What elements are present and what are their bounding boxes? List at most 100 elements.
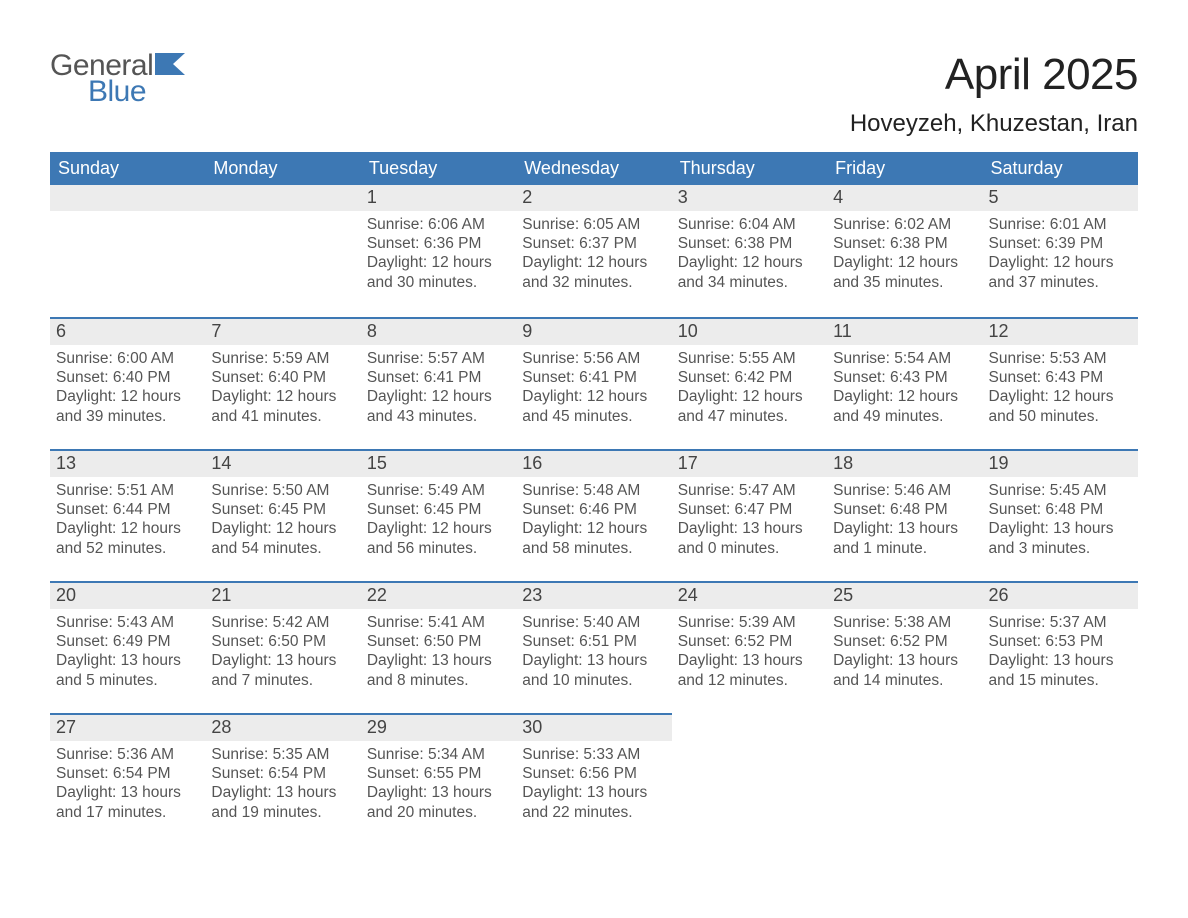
calendar-cell: 22Sunrise: 5:41 AMSunset: 6:50 PMDayligh… [361, 581, 516, 713]
sunrise-line: Sunrise: 5:55 AM [678, 349, 821, 368]
day-details: Sunrise: 5:36 AMSunset: 6:54 PMDaylight:… [50, 741, 205, 829]
day-details: Sunrise: 5:40 AMSunset: 6:51 PMDaylight:… [516, 609, 671, 697]
day-number: 12 [983, 317, 1138, 345]
calendar-body: 1Sunrise: 6:06 AMSunset: 6:36 PMDaylight… [50, 185, 1138, 845]
daylight-line: Daylight: 12 hours and 54 minutes. [211, 519, 354, 558]
daylight-line: Daylight: 12 hours and 52 minutes. [56, 519, 199, 558]
sunrise-line: Sunrise: 5:59 AM [211, 349, 354, 368]
sunrise-line: Sunrise: 5:34 AM [367, 745, 510, 764]
day-number: 25 [827, 581, 982, 609]
day-number: 3 [672, 185, 827, 211]
page-title: April 2025 [850, 50, 1138, 100]
calendar-table: SundayMondayTuesdayWednesdayThursdayFrid… [50, 152, 1138, 845]
sunrise-line: Sunrise: 5:35 AM [211, 745, 354, 764]
calendar-cell: 14Sunrise: 5:50 AMSunset: 6:45 PMDayligh… [205, 449, 360, 581]
day-details: Sunrise: 5:59 AMSunset: 6:40 PMDaylight:… [205, 345, 360, 433]
sunrise-line: Sunrise: 6:00 AM [56, 349, 199, 368]
day-number: 24 [672, 581, 827, 609]
daylight-line: Daylight: 13 hours and 8 minutes. [367, 651, 510, 690]
sunrise-line: Sunrise: 5:45 AM [989, 481, 1132, 500]
day-details: Sunrise: 5:46 AMSunset: 6:48 PMDaylight:… [827, 477, 982, 565]
sunset-line: Sunset: 6:55 PM [367, 764, 510, 783]
sunset-line: Sunset: 6:39 PM [989, 234, 1132, 253]
sunrise-line: Sunrise: 5:56 AM [522, 349, 665, 368]
calendar-cell [672, 713, 827, 845]
day-number: 20 [50, 581, 205, 609]
sunrise-line: Sunrise: 5:37 AM [989, 613, 1132, 632]
calendar-header-row: SundayMondayTuesdayWednesdayThursdayFrid… [50, 152, 1138, 185]
sunset-line: Sunset: 6:51 PM [522, 632, 665, 651]
calendar-cell: 7Sunrise: 5:59 AMSunset: 6:40 PMDaylight… [205, 317, 360, 449]
day-details: Sunrise: 5:41 AMSunset: 6:50 PMDaylight:… [361, 609, 516, 697]
daylight-line: Daylight: 12 hours and 58 minutes. [522, 519, 665, 558]
day-details: Sunrise: 5:37 AMSunset: 6:53 PMDaylight:… [983, 609, 1138, 697]
daylight-line: Daylight: 12 hours and 49 minutes. [833, 387, 976, 426]
day-details: Sunrise: 5:35 AMSunset: 6:54 PMDaylight:… [205, 741, 360, 829]
day-details [827, 739, 982, 749]
sunset-line: Sunset: 6:43 PM [989, 368, 1132, 387]
weekday-header: Sunday [50, 152, 205, 185]
calendar-cell: 16Sunrise: 5:48 AMSunset: 6:46 PMDayligh… [516, 449, 671, 581]
day-details: Sunrise: 5:55 AMSunset: 6:42 PMDaylight:… [672, 345, 827, 433]
sunset-line: Sunset: 6:45 PM [367, 500, 510, 519]
calendar-cell: 18Sunrise: 5:46 AMSunset: 6:48 PMDayligh… [827, 449, 982, 581]
logo-text: General Blue [50, 50, 185, 107]
calendar-cell: 28Sunrise: 5:35 AMSunset: 6:54 PMDayligh… [205, 713, 360, 845]
day-number: 5 [983, 185, 1138, 211]
day-details: Sunrise: 5:54 AMSunset: 6:43 PMDaylight:… [827, 345, 982, 433]
day-details [205, 211, 360, 221]
sunset-line: Sunset: 6:45 PM [211, 500, 354, 519]
day-number: 10 [672, 317, 827, 345]
sunrise-line: Sunrise: 5:42 AM [211, 613, 354, 632]
day-number: 11 [827, 317, 982, 345]
calendar-cell: 17Sunrise: 5:47 AMSunset: 6:47 PMDayligh… [672, 449, 827, 581]
sunset-line: Sunset: 6:56 PM [522, 764, 665, 783]
day-details: Sunrise: 6:06 AMSunset: 6:36 PMDaylight:… [361, 211, 516, 299]
calendar-cell: 4Sunrise: 6:02 AMSunset: 6:38 PMDaylight… [827, 185, 982, 317]
sunset-line: Sunset: 6:41 PM [367, 368, 510, 387]
calendar-cell: 27Sunrise: 5:36 AMSunset: 6:54 PMDayligh… [50, 713, 205, 845]
day-details: Sunrise: 5:51 AMSunset: 6:44 PMDaylight:… [50, 477, 205, 565]
sunrise-line: Sunrise: 6:04 AM [678, 215, 821, 234]
sunset-line: Sunset: 6:50 PM [211, 632, 354, 651]
daylight-line: Daylight: 13 hours and 10 minutes. [522, 651, 665, 690]
day-details: Sunrise: 5:45 AMSunset: 6:48 PMDaylight:… [983, 477, 1138, 565]
calendar-cell: 5Sunrise: 6:01 AMSunset: 6:39 PMDaylight… [983, 185, 1138, 317]
sunset-line: Sunset: 6:36 PM [367, 234, 510, 253]
day-details: Sunrise: 5:48 AMSunset: 6:46 PMDaylight:… [516, 477, 671, 565]
day-number: 16 [516, 449, 671, 477]
day-details: Sunrise: 5:57 AMSunset: 6:41 PMDaylight:… [361, 345, 516, 433]
header-region: General Blue April 2025 Hoveyzeh, Khuzes… [50, 50, 1138, 138]
daylight-line: Daylight: 13 hours and 14 minutes. [833, 651, 976, 690]
sunset-line: Sunset: 6:52 PM [833, 632, 976, 651]
calendar-cell: 30Sunrise: 5:33 AMSunset: 6:56 PMDayligh… [516, 713, 671, 845]
day-number [672, 713, 827, 739]
weekday-header: Monday [205, 152, 360, 185]
day-number: 30 [516, 713, 671, 741]
calendar-cell: 29Sunrise: 5:34 AMSunset: 6:55 PMDayligh… [361, 713, 516, 845]
location-subtitle: Hoveyzeh, Khuzestan, Iran [850, 110, 1138, 138]
sunrise-line: Sunrise: 5:57 AM [367, 349, 510, 368]
calendar-cell [50, 185, 205, 317]
daylight-line: Daylight: 12 hours and 35 minutes. [833, 253, 976, 292]
day-details [50, 211, 205, 221]
logo: General Blue [50, 50, 185, 107]
daylight-line: Daylight: 13 hours and 0 minutes. [678, 519, 821, 558]
day-number: 6 [50, 317, 205, 345]
sunrise-line: Sunrise: 5:46 AM [833, 481, 976, 500]
daylight-line: Daylight: 13 hours and 12 minutes. [678, 651, 821, 690]
sunrise-line: Sunrise: 5:40 AM [522, 613, 665, 632]
day-details: Sunrise: 5:43 AMSunset: 6:49 PMDaylight:… [50, 609, 205, 697]
sunset-line: Sunset: 6:38 PM [833, 234, 976, 253]
weekday-header: Wednesday [516, 152, 671, 185]
sunset-line: Sunset: 6:41 PM [522, 368, 665, 387]
calendar-cell: 1Sunrise: 6:06 AMSunset: 6:36 PMDaylight… [361, 185, 516, 317]
day-number: 21 [205, 581, 360, 609]
calendar-cell: 19Sunrise: 5:45 AMSunset: 6:48 PMDayligh… [983, 449, 1138, 581]
day-number: 1 [361, 185, 516, 211]
calendar-cell: 25Sunrise: 5:38 AMSunset: 6:52 PMDayligh… [827, 581, 982, 713]
daylight-line: Daylight: 12 hours and 37 minutes. [989, 253, 1132, 292]
day-details: Sunrise: 5:34 AMSunset: 6:55 PMDaylight:… [361, 741, 516, 829]
day-number: 29 [361, 713, 516, 741]
day-number: 15 [361, 449, 516, 477]
